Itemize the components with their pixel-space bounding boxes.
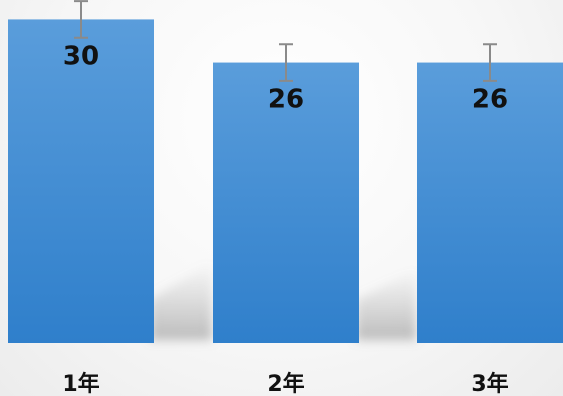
error-bar-3 <box>483 43 497 82</box>
bars-layer <box>8 19 563 343</box>
error-bars-layer <box>74 0 497 82</box>
shadow-2 <box>356 270 416 340</box>
bar-2 <box>213 62 359 343</box>
bar-3 <box>417 62 563 343</box>
category-label-3: 3年 <box>471 371 508 396</box>
data-label-1: 30 <box>63 41 99 71</box>
category-labels-layer: 1年 2年 3年 <box>62 371 508 396</box>
data-labels-layer: 30 26 26 <box>63 41 508 114</box>
category-label-2: 2年 <box>267 371 304 396</box>
data-label-2: 26 <box>268 85 304 115</box>
data-label-3: 26 <box>472 85 508 115</box>
bar-1 <box>8 19 154 343</box>
category-label-1: 1年 <box>62 371 99 396</box>
error-bar-2 <box>279 43 293 82</box>
error-bar-1 <box>74 0 88 39</box>
shadow-1 <box>150 262 212 340</box>
bar-shadows <box>150 262 416 340</box>
